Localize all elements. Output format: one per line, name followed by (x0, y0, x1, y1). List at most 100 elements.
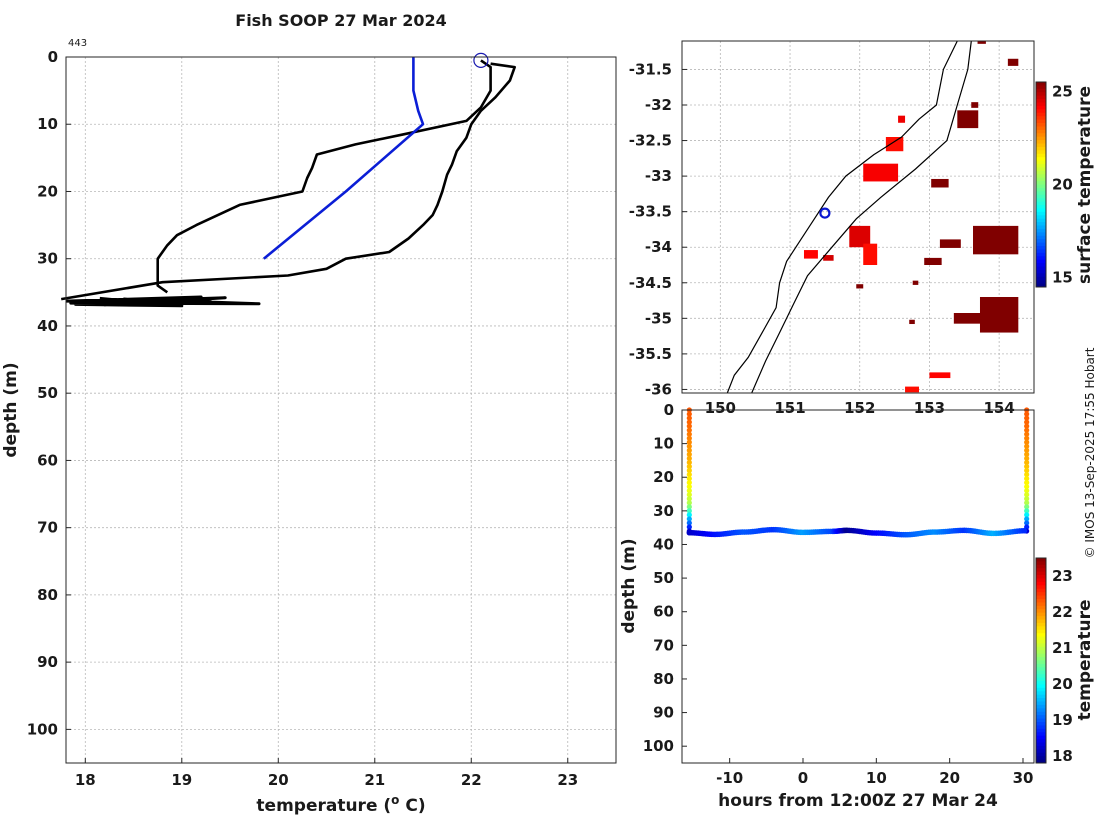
timeseries-x-tick-label: 30 (1013, 769, 1034, 787)
map-sst-cells (803, 41, 1019, 393)
temperature-colorbar-segment (1036, 732, 1046, 737)
map-grid (682, 41, 1034, 393)
sst-colorbar-segment (1036, 256, 1046, 261)
timeseries-cast-point (686, 411, 692, 417)
sst-colorbar-segment (1036, 105, 1046, 110)
sst-colorbar-segment (1036, 184, 1046, 189)
timeseries-cast-point (686, 496, 692, 502)
temperature-colorbar-segment (1036, 571, 1046, 576)
map-sst-cell (1007, 58, 1019, 66)
map-sst-cell (863, 243, 878, 265)
temperature-colorbar-segment (1036, 612, 1046, 617)
map-y-tick-label: -35 (645, 309, 672, 327)
timeseries-cast-point (686, 516, 692, 522)
profile-y-label: depth (m) (1, 362, 21, 457)
profile-y-tick-label: 20 (37, 182, 58, 200)
sst-colorbar-segment (1036, 112, 1046, 117)
temperature-colorbar-segment (1036, 602, 1046, 607)
timeseries-cast-point (686, 443, 692, 449)
timeseries-cast-point (1024, 484, 1030, 490)
sst-colorbar-segment (1036, 181, 1046, 185)
sst-colorbar-segment (1036, 95, 1046, 100)
profile-line-bottom-loops (65, 295, 261, 308)
timeseries-cast-point (686, 524, 692, 530)
sst-colorbar-segment (1036, 276, 1046, 281)
timeseries-cast-point (686, 504, 692, 510)
temperature-colorbar-segment (1036, 735, 1046, 740)
profile-x-tick-label: 21 (364, 771, 385, 789)
temperature-colorbar-tick-label: 21 (1052, 639, 1073, 657)
profile-line-mean-profile (262, 57, 425, 260)
timeseries-y-ticks: 0 10 20 30 40 50 60 70 80 90 100 (643, 401, 687, 755)
temperature-colorbar-segment (1036, 698, 1046, 702)
map-axes-frame (681, 40, 1035, 394)
temperature-colorbar-segment (1036, 681, 1046, 685)
map-x-ticks: 150 151 152 153 154 (705, 399, 1015, 417)
profile-y-ticks: 0 10 20 30 40 50 60 70 80 90 100 (27, 48, 71, 738)
temperature-colorbar-segment (1036, 643, 1046, 648)
timeseries-cast-point (1024, 463, 1030, 470)
timeseries-cast-point (686, 520, 692, 526)
credit-text: © IMOS 13-Sep-2025 17:55 Hobart (1083, 347, 1097, 558)
map-coastline (726, 40, 958, 394)
map-sst-cell (924, 257, 942, 265)
profile-x-label-main: temperature ( (256, 796, 391, 816)
map-lines (726, 40, 972, 394)
timeseries-y-tick-label: 60 (653, 603, 674, 621)
timeseries-cast-point (686, 439, 692, 445)
timeseries-x-tick-label: 20 (939, 769, 960, 787)
sst-colorbar-segment (1036, 153, 1046, 158)
timeseries-cast-point (1024, 492, 1030, 498)
map-location-marker (819, 207, 831, 219)
profile-y-tick-label: 100 (27, 720, 58, 738)
sst-colorbar-segment (1036, 143, 1046, 148)
map-sst-cell (898, 115, 906, 123)
temperature-colorbar-segment (1036, 728, 1046, 733)
sst-colorbar-segment (1036, 225, 1046, 230)
temperature-colorbar-segment (1036, 626, 1046, 631)
temperature-colorbar-segment (1036, 742, 1046, 747)
profile-x-label-sup: o (391, 793, 399, 807)
temperature-colorbar-segment (1036, 752, 1046, 757)
temperature-colorbar-segment (1036, 588, 1046, 593)
timeseries-x-label: hours from 12:00Z 27 Mar 24 (718, 791, 998, 811)
timeseries-cast-point (1024, 520, 1030, 526)
map-sst-cell (973, 225, 1019, 255)
timeseries-panel: -10 0 10 20 30 0 10 20 30 40 50 60 70 80 90 100 hours … (619, 401, 1095, 811)
profile-axes-frame (65, 56, 617, 764)
map-x-tick-label: 152 (844, 399, 875, 417)
profile-x-tick-label: 22 (461, 771, 482, 789)
timeseries-points (686, 407, 1030, 538)
sst-colorbar-segment (1036, 273, 1046, 278)
map-x-tick-label: 151 (774, 399, 805, 417)
map-y-tick-label: -34 (645, 238, 672, 256)
map-sst-cell (957, 110, 979, 129)
sst-colorbar-segment (1036, 126, 1046, 131)
profile-y-tick-label: 30 (37, 250, 58, 268)
sst-colorbar-segment (1036, 109, 1046, 114)
map-sst-cell (905, 386, 919, 393)
timeseries-cast-point (686, 423, 692, 429)
timeseries-cast-point (1024, 488, 1030, 494)
temperature-colorbar-segment (1036, 616, 1046, 620)
timeseries-y-tick-label: 100 (643, 737, 674, 755)
timeseries-cast-point (1024, 496, 1030, 502)
sst-colorbar-segment (1036, 102, 1046, 107)
sst-colorbar-segment (1036, 99, 1046, 103)
profile-count-label: 443 (68, 38, 87, 49)
timeseries-cast-point (1024, 443, 1030, 449)
profile-y-tick-label: 0 (48, 48, 58, 66)
profile-x-tick-label: 20 (268, 771, 289, 789)
timeseries-bottom-point (1021, 527, 1028, 534)
timeseries-y-tick-label: 80 (653, 670, 674, 688)
temperature-colorbar-segment (1036, 646, 1046, 651)
timeseries-cast-point (686, 492, 692, 498)
temperature-colorbar-segment (1036, 701, 1046, 706)
sst-colorbar-segment (1036, 116, 1046, 121)
timeseries-cast-point (1024, 500, 1030, 506)
sst-colorbar-segment (1036, 205, 1046, 209)
figure-title: Fish SOOP 27 Mar 2024 (235, 11, 446, 30)
timeseries-cast-point (686, 415, 692, 421)
sst-colorbar-frame (1035, 81, 1047, 288)
temperature-colorbar-segment (1036, 759, 1046, 764)
